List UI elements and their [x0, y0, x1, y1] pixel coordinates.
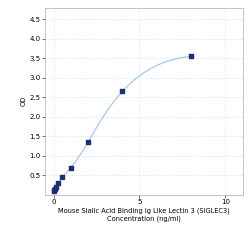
Point [56, 181, 60, 185]
Point [52, 188, 56, 192]
Point [52, 189, 56, 193]
Point [86, 140, 90, 144]
Point [120, 90, 124, 94]
Point [53, 187, 57, 191]
Point [69, 166, 73, 170]
Y-axis label: OD: OD [21, 96, 27, 106]
Point [60, 176, 64, 180]
Point [189, 54, 193, 58]
Point [54, 185, 58, 189]
X-axis label: Mouse Sialic Acid Binding Ig Like Lectin 3 (SIGLEC3)
Concentration (ng/ml): Mouse Sialic Acid Binding Ig Like Lectin… [58, 208, 230, 222]
